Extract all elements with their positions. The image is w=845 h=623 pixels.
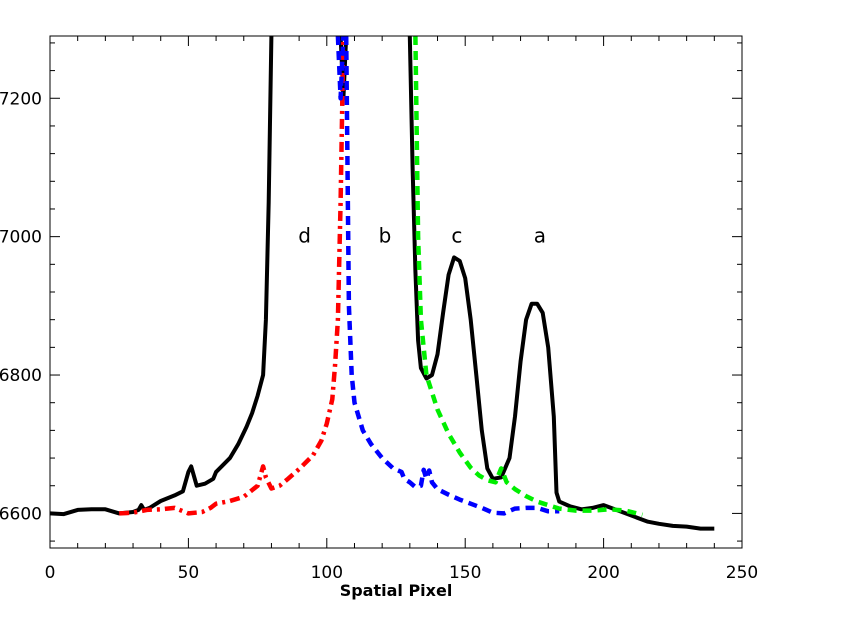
series-line-0	[50, 36, 274, 517]
series-line-5	[343, 36, 560, 516]
x-tick-label: 100	[311, 563, 343, 583]
axes	[49, 35, 743, 549]
series-line-4	[335, 36, 346, 101]
series-line-2	[407, 36, 715, 531]
x-tick-label: 150	[449, 563, 481, 583]
plot-frame	[49, 35, 743, 549]
y-tick-label: 7000	[0, 228, 42, 248]
x-tick-label: 0	[45, 563, 56, 583]
series-line-6	[413, 36, 643, 517]
x-tick-label: 200	[587, 563, 619, 583]
annotation-d: d	[298, 224, 311, 248]
annotation-c: c	[451, 224, 462, 248]
series-layer	[50, 36, 715, 531]
y-tick-label: 6600	[0, 504, 42, 524]
x-axis-title: Spatial Pixel	[340, 581, 453, 600]
annotation-a: a	[534, 224, 546, 248]
tick-labels: 0 50 100 150 200 250 6600 6800 7000 7200	[0, 89, 758, 583]
series-line-3	[119, 36, 346, 516]
x-tick-label: 250	[726, 563, 758, 583]
y-tick-label: 6800	[0, 366, 42, 386]
y-tick-label: 7200	[0, 89, 42, 109]
annotation-b: b	[379, 224, 392, 248]
x-tick-label: 50	[178, 563, 200, 583]
